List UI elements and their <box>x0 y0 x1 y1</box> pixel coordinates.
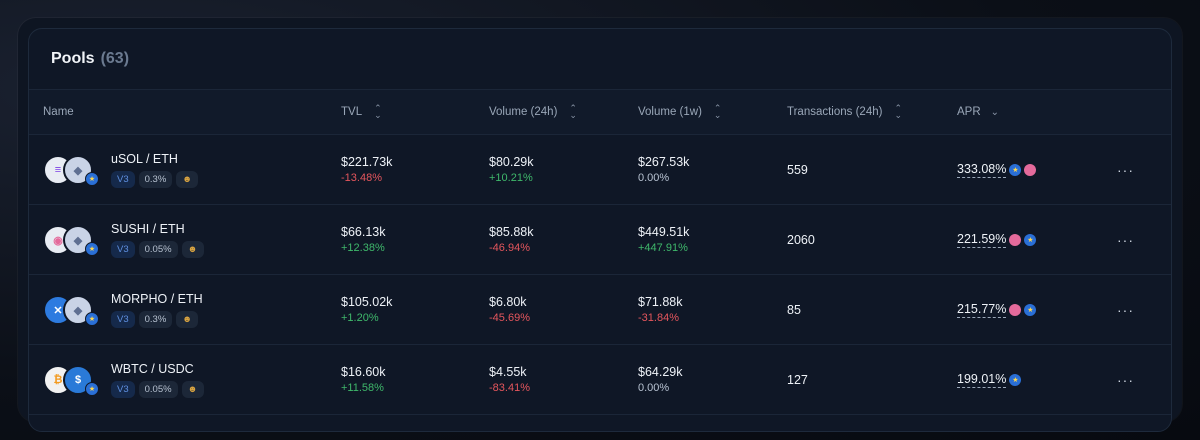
pair-icons: ≡ ◆ ★ <box>43 155 105 186</box>
pair-name: uSOL / ETH <box>111 151 178 166</box>
eth-token-icon: ◆ <box>63 155 93 185</box>
chef-icon: ☻ <box>176 310 199 328</box>
pools-title: Pools <box>51 50 95 67</box>
col-tvl-label: TVL <box>341 106 363 118</box>
volume-24h-value: $6.80k <box>489 295 527 309</box>
pools-header: Pools (63) <box>29 29 1171 90</box>
col-volume-24h-label: Volume (24h) <box>489 106 558 118</box>
volume-1w-change: +447.91% <box>638 242 688 254</box>
table-header: Name TVL ⌃ ⌄ Volume (24h) ⌃ ⌄ Volume (1w) … <box>29 90 1171 135</box>
pair-icons: ✕ ◆ ★ <box>43 295 105 326</box>
apr-value[interactable]: 221.59% <box>957 231 1007 248</box>
chef-icon: ☻ <box>176 170 199 188</box>
pools-count: (63) <box>100 50 130 67</box>
sort-updown-icon[interactable]: ⌃ ⌄ <box>569 103 577 120</box>
volume-24h-change: -46.94% <box>489 242 530 254</box>
more-horizontal-icon[interactable]: ··· <box>1117 371 1134 388</box>
volume-1w-change: 0.00% <box>638 172 670 184</box>
volume-24h-value: $80.29k <box>489 155 534 169</box>
chevron-down-icon[interactable]: ⌄ <box>990 106 1000 118</box>
tvl-value: $221.73k <box>341 155 393 169</box>
volume-1w-value: $267.53k <box>638 155 690 169</box>
tvl-change: -13.48% <box>341 172 382 184</box>
table-row[interactable]: ✕ ◆ ★ MORPHO / ETH V3 0.3% ☻ $105.02k +1… <box>29 275 1171 345</box>
tvl-value: $105.02k <box>341 295 393 309</box>
volume-24h-change: -45.69% <box>489 312 530 324</box>
reward-token-icon: ★ <box>1024 233 1037 246</box>
pair-icons: ₿ $ ★ <box>43 365 105 396</box>
sort-updown-icon[interactable]: ⌃ ⌄ <box>894 103 902 120</box>
table-row[interactable]: ≡ ◆ ★ uSOL / ETH V3 0.3% ☻ $221.73k -13.… <box>29 135 1171 205</box>
col-volume-1w[interactable]: Volume (1w) ⌃ ⌄ <box>638 90 721 134</box>
volume-1w-value: $449.51k <box>638 225 690 239</box>
reward-token-icon: ★ <box>1009 163 1022 176</box>
tvl-change: +11.58% <box>341 382 384 394</box>
table-row[interactable]: ◉ ◆ ★ SUSHI / ETH V3 0.05% ☻ $66.13k +12… <box>29 205 1171 275</box>
version-badge: V3 <box>111 240 135 258</box>
col-volume-24h[interactable]: Volume (24h) ⌃ ⌄ <box>489 90 577 134</box>
volume-24h-change: +10.21% <box>489 172 533 184</box>
apr-value[interactable]: 199.01% <box>957 371 1007 388</box>
transactions-value: 127 <box>787 372 808 387</box>
more-horizontal-icon[interactable]: ··· <box>1117 301 1134 318</box>
version-badge: V3 <box>111 170 135 188</box>
col-apr-label: APR <box>957 106 981 118</box>
sort-updown-icon[interactable]: ⌃ ⌄ <box>713 103 722 120</box>
volume-1w-change: 0.00% <box>638 382 670 394</box>
volume-1w-change: -31.84% <box>638 312 679 324</box>
volume-1w-value: $64.29k <box>638 365 683 379</box>
tvl-change: +1.20% <box>341 312 379 324</box>
pools-panel: Pools (63) Name TVL ⌃ ⌄ Volume (24h) ⌃ ⌄ V… <box>18 18 1182 432</box>
reward-token-icon: ★ <box>1009 373 1022 386</box>
tvl-value: $16.60k <box>341 365 386 379</box>
more-horizontal-icon[interactable]: ··· <box>1117 231 1134 248</box>
transactions-value: 559 <box>787 162 808 177</box>
pair-name: MORPHO / ETH <box>111 291 203 306</box>
more-horizontal-icon[interactable]: ··· <box>1117 161 1134 178</box>
fee-badge: 0.05% <box>138 380 178 398</box>
chef-icon: ☻ <box>181 380 204 398</box>
col-transactions-label: Transactions (24h) <box>787 106 883 118</box>
reward-badge-icon: ★ <box>85 242 99 256</box>
volume-1w-value: $71.88k <box>638 295 683 309</box>
apr-value[interactable]: 215.77% <box>957 301 1007 318</box>
tvl-change: +12.38% <box>341 242 385 254</box>
fee-badge: 0.3% <box>138 310 173 328</box>
sushi-token-icon <box>1009 233 1022 246</box>
volume-24h-change: -83.41% <box>489 382 530 394</box>
chef-icon: ☻ <box>181 240 204 258</box>
col-volume-1w-label: Volume (1w) <box>638 106 702 118</box>
volume-24h-value: $85.88k <box>489 225 534 239</box>
fee-badge: 0.3% <box>138 170 173 188</box>
col-apr[interactable]: APR ⌄ <box>957 90 999 134</box>
tvl-value: $66.13k <box>341 225 386 239</box>
table-row[interactable]: ₿ $ ★ WBTC / USDC V3 0.05% ☻ $16.60k +11… <box>29 345 1171 415</box>
volume-24h-value: $4.55k <box>489 365 527 379</box>
pair-name: SUSHI / ETH <box>111 221 185 236</box>
reward-badge-icon: ★ <box>85 312 99 326</box>
reward-token-icon: ★ <box>1024 303 1037 316</box>
col-transactions[interactable]: Transactions (24h) ⌃ ⌄ <box>787 90 902 134</box>
transactions-value: 2060 <box>787 232 815 247</box>
transactions-value: 85 <box>787 302 801 317</box>
pair-name: WBTC / USDC <box>111 361 194 376</box>
fee-badge: 0.05% <box>138 240 178 258</box>
pools-card: Pools (63) Name TVL ⌃ ⌄ Volume (24h) ⌃ ⌄ V… <box>28 28 1172 432</box>
sushi-token-icon <box>1024 163 1037 176</box>
apr-value[interactable]: 333.08% <box>957 161 1007 178</box>
reward-badge-icon: ★ <box>85 172 99 186</box>
sort-updown-icon[interactable]: ⌃ ⌄ <box>374 103 382 120</box>
sushi-token-icon <box>1009 303 1022 316</box>
version-badge: V3 <box>111 310 135 328</box>
col-name-label: Name <box>43 106 74 118</box>
pair-icons: ◉ ◆ ★ <box>43 225 105 256</box>
version-badge: V3 <box>111 380 135 398</box>
reward-badge-icon: ★ <box>85 382 99 396</box>
col-tvl[interactable]: TVL ⌃ ⌄ <box>341 90 382 134</box>
col-name: Name <box>43 90 74 134</box>
